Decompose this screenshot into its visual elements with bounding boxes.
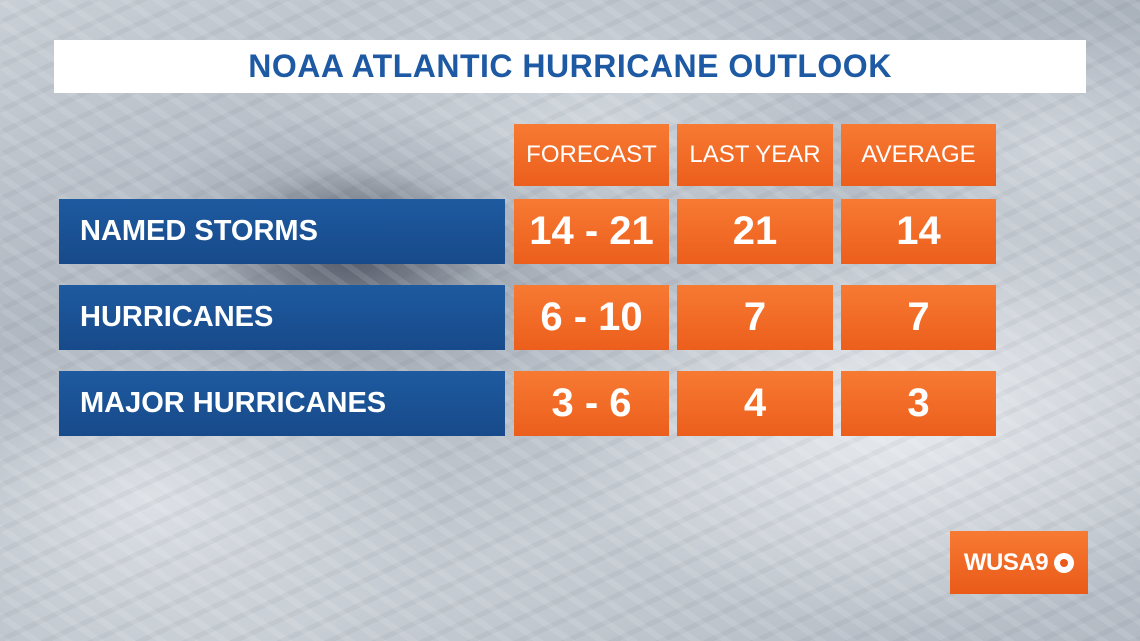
cell-named-storms-average: 14 xyxy=(841,199,996,264)
cell-major-hurricanes-last-year: 4 xyxy=(677,371,833,436)
cell-major-hurricanes-forecast: 3 - 6 xyxy=(514,371,669,436)
cell-hurricanes-forecast: 6 - 10 xyxy=(514,285,669,350)
page-title: NOAA ATLANTIC HURRICANE OUTLOOK xyxy=(248,48,892,84)
row-label-named-storms: NAMED STORMS xyxy=(59,199,505,264)
cell-named-storms-last-year: 21 xyxy=(677,199,833,264)
row-label-major-hurricanes: MAJOR HURRICANES xyxy=(59,371,505,436)
cbs-eye-icon xyxy=(1054,552,1075,573)
cell-hurricanes-average: 7 xyxy=(841,285,996,350)
column-header-last-year: LAST YEAR xyxy=(677,124,833,186)
column-header-average: AVERAGE xyxy=(841,124,996,186)
wusa9-logo: WUSA9 xyxy=(950,531,1088,594)
column-header-forecast: FORECAST xyxy=(514,124,669,186)
cell-named-storms-forecast: 14 - 21 xyxy=(514,199,669,264)
logo-text: WUSA9 xyxy=(963,548,1049,576)
title-banner: NOAA ATLANTIC HURRICANE OUTLOOK xyxy=(54,40,1086,93)
cell-major-hurricanes-average: 3 xyxy=(841,371,996,436)
row-label-hurricanes: HURRICANES xyxy=(59,285,505,350)
cell-hurricanes-last-year: 7 xyxy=(677,285,833,350)
